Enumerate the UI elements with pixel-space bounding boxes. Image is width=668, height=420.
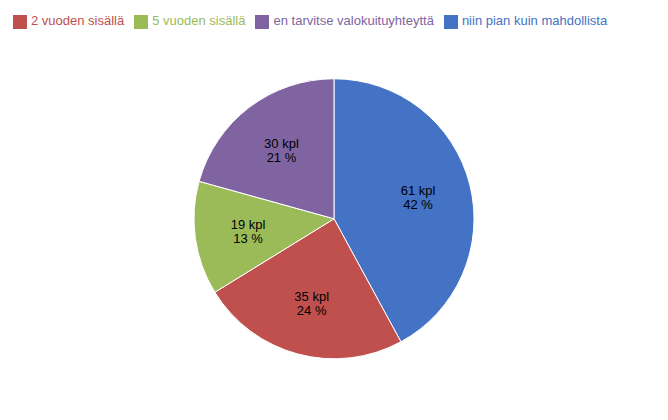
html-text:en tarvitse valokuituyhteyttä: en tarvitse valokuituyhteyttä: [273, 13, 434, 28]
svg-text:30 kpl21 %: 30 kpl21 %: [264, 135, 299, 164]
html-text:niin pian kuin mahdollista: niin pian kuin mahdollista: [461, 13, 608, 28]
svg-text:61 kpl42 %: 61 kpl42 %: [401, 183, 436, 212]
html-text:5 vuoden sisällä: 5 vuoden sisällä: [152, 13, 246, 28]
html-text:2 vuoden sisällä: 2 vuoden sisällä: [31, 13, 125, 28]
svg-text:19 kpl13 %: 19 kpl13 %: [231, 216, 266, 245]
svg-text:35 kpl24 %: 35 kpl24 %: [294, 288, 329, 317]
